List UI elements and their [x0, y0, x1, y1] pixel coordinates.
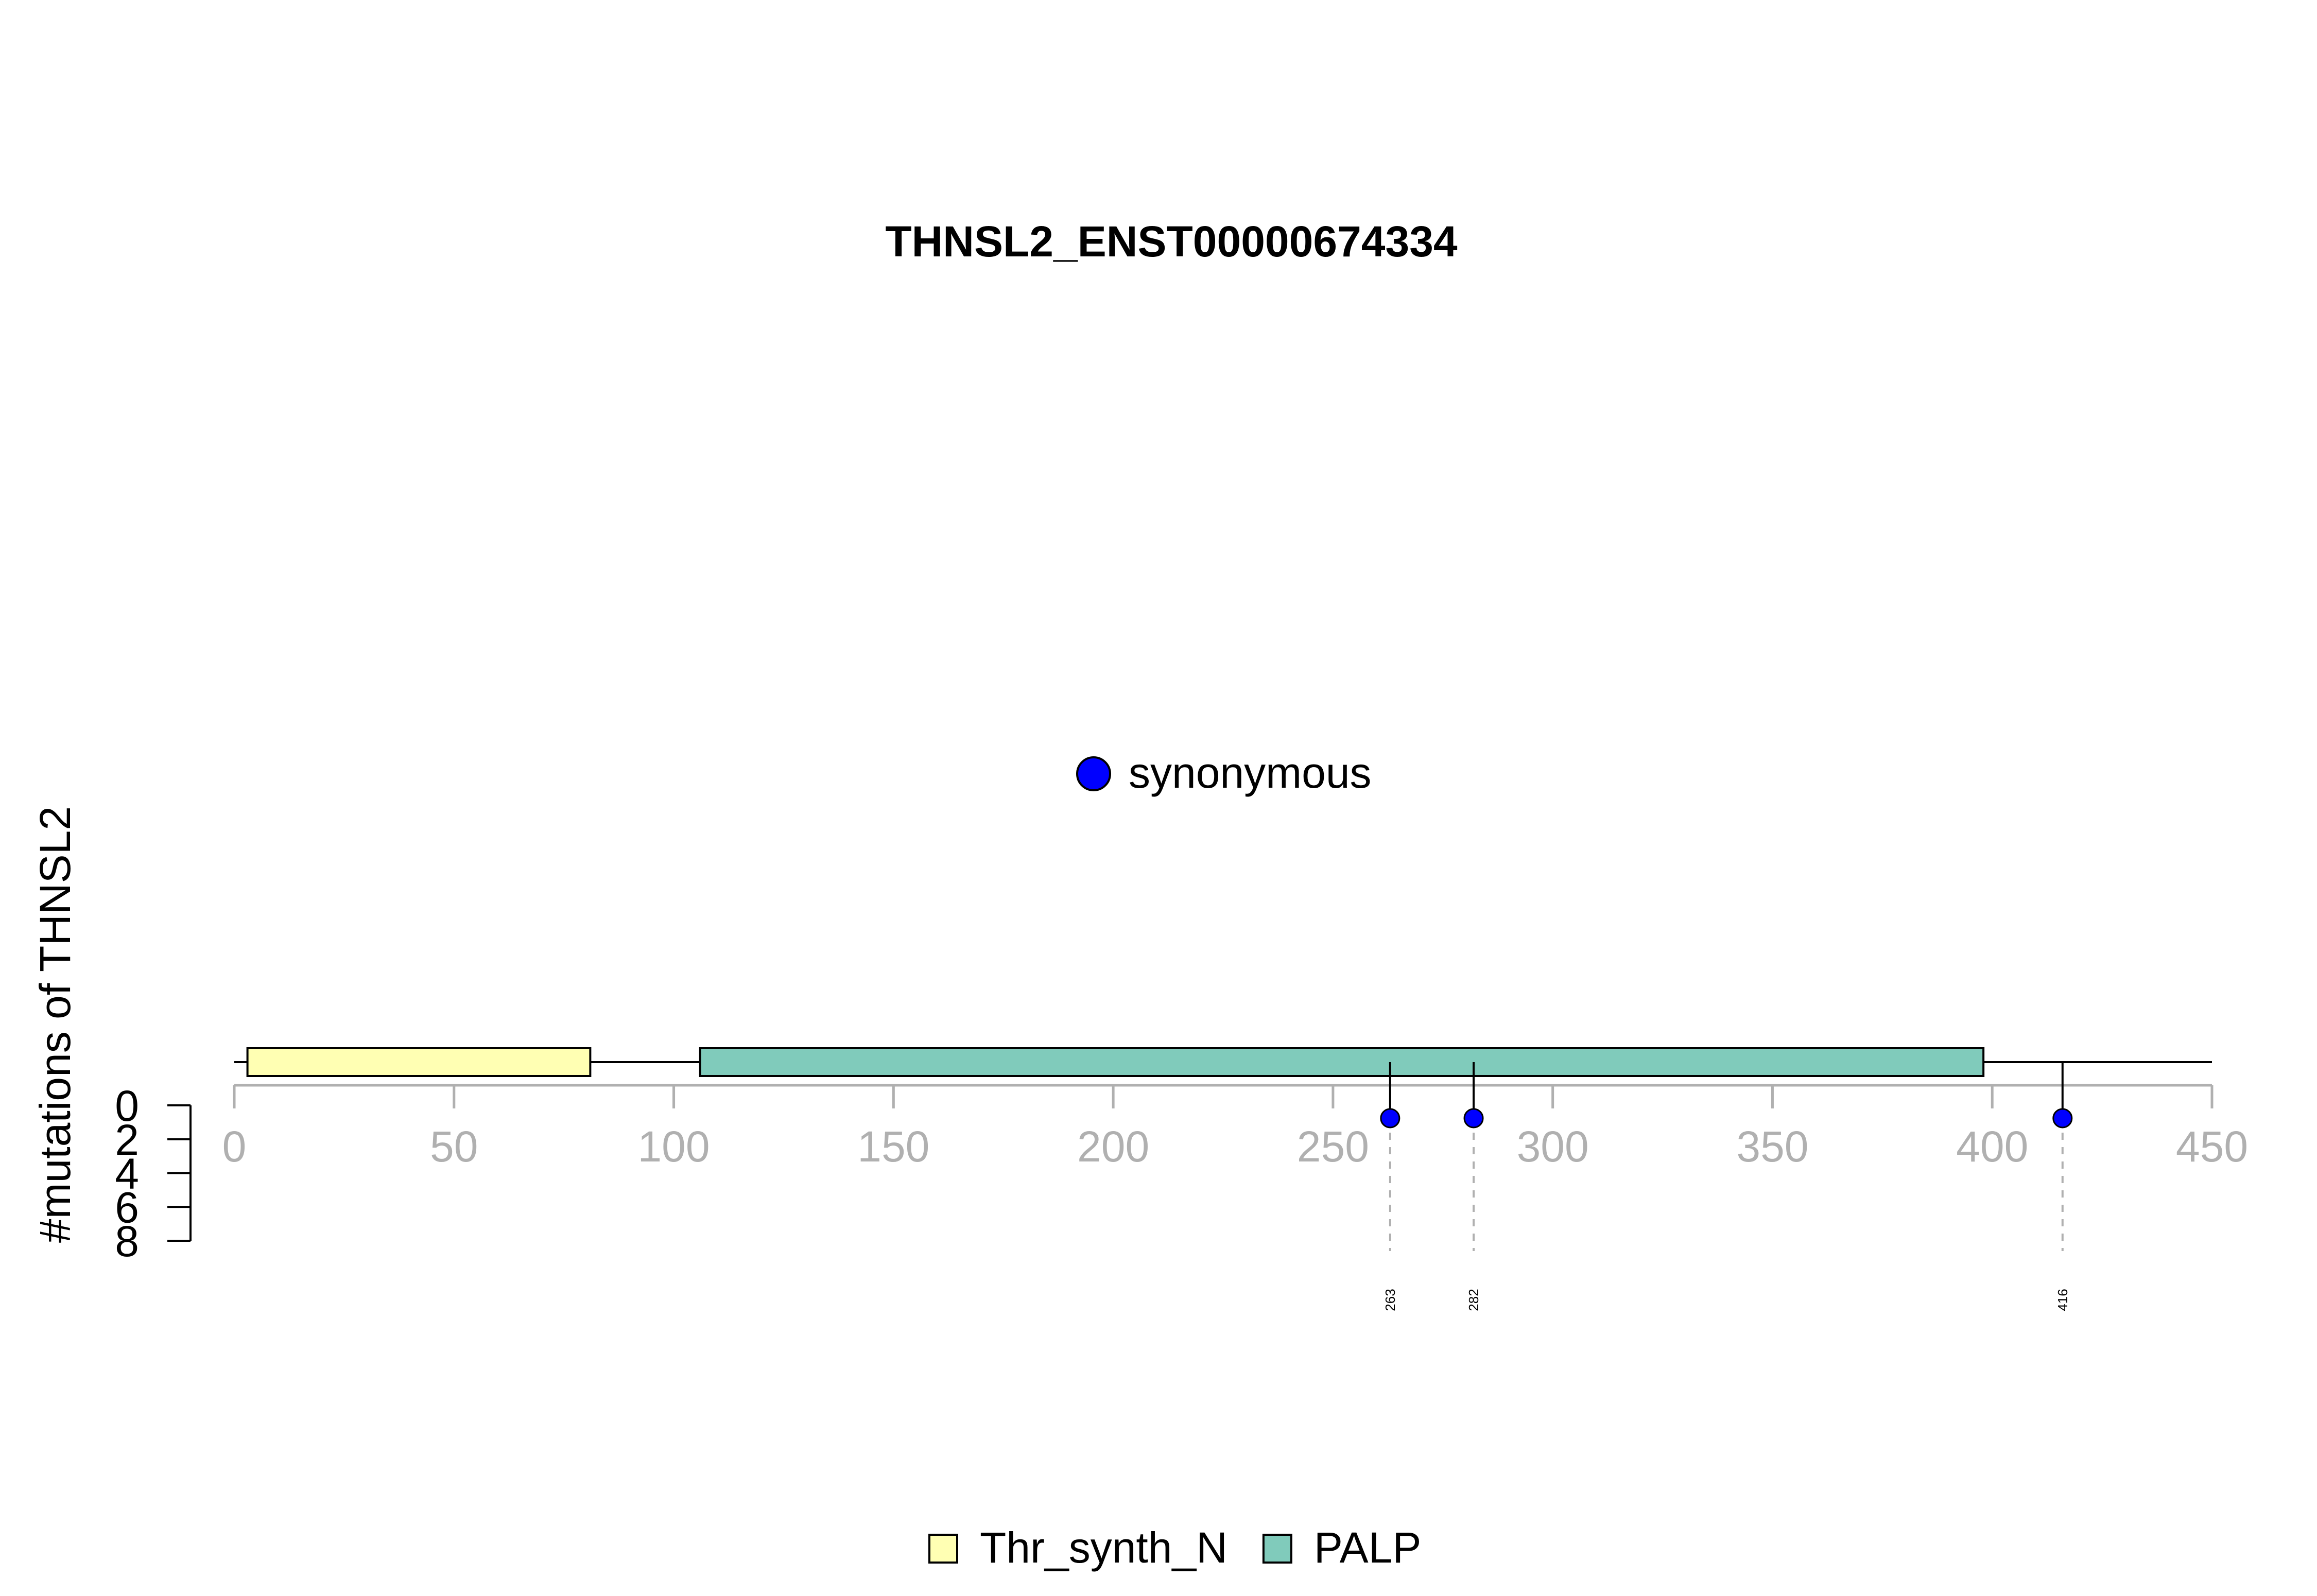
x-tick-label: 200 [1077, 1122, 1149, 1171]
lollipop-head-416 [2052, 1108, 2073, 1129]
x-tick-label: 300 [1517, 1122, 1589, 1171]
x-tick-label: 150 [857, 1122, 929, 1171]
mutation-position-label: 416 [2055, 1289, 2070, 1311]
chart-title: THNSL2_ENST00000674334 [885, 217, 1458, 266]
lollipop-head-263 [1380, 1108, 1400, 1129]
domain-legend: Thr_synth_N PALP [928, 1523, 1422, 1572]
legend-swatch-synonymous [1076, 756, 1111, 791]
legend-swatch-thr-synth-n [928, 1534, 958, 1564]
legend-label: synonymous [1129, 749, 1372, 797]
legend-label: PALP [1314, 1523, 1422, 1572]
x-tick-label: 50 [430, 1122, 478, 1171]
y-tick-label: 8 [115, 1217, 139, 1265]
x-tick-label: 100 [637, 1122, 710, 1171]
y-tick-label: 6 [115, 1183, 139, 1231]
legend-label: Thr_synth_N [980, 1523, 1227, 1572]
y-tick-label: 4 [115, 1150, 139, 1198]
x-tick-label: 0 [222, 1122, 247, 1171]
x-tick-label: 450 [2176, 1122, 2248, 1171]
legend-swatch-palp [1262, 1534, 1292, 1564]
x-tick-label: 350 [1736, 1122, 1808, 1171]
mutation-position-label: 263 [1382, 1289, 1398, 1311]
domain-track [246, 1047, 1985, 1077]
domain-palp [699, 1047, 1985, 1077]
lollipop-head-282 [1463, 1108, 1484, 1129]
y-tick-label: 2 [115, 1116, 139, 1164]
mutation-legend: synonymous [1076, 749, 1372, 797]
y-axis-label: #mutations of THNSL2 [31, 806, 79, 1243]
x-tick-label: 250 [1297, 1122, 1369, 1171]
mutation-position-label: 282 [1466, 1289, 1481, 1311]
x-axis: 0 50 100 150 200 250 300 350 400 450 [222, 1084, 2248, 1171]
x-tick-label: 400 [1956, 1122, 2028, 1171]
domain-thr-synth-n [246, 1047, 592, 1077]
mutation-lollipops: 263 282 416 [1380, 1062, 2073, 1311]
y-tick-label: 0 [115, 1082, 139, 1130]
